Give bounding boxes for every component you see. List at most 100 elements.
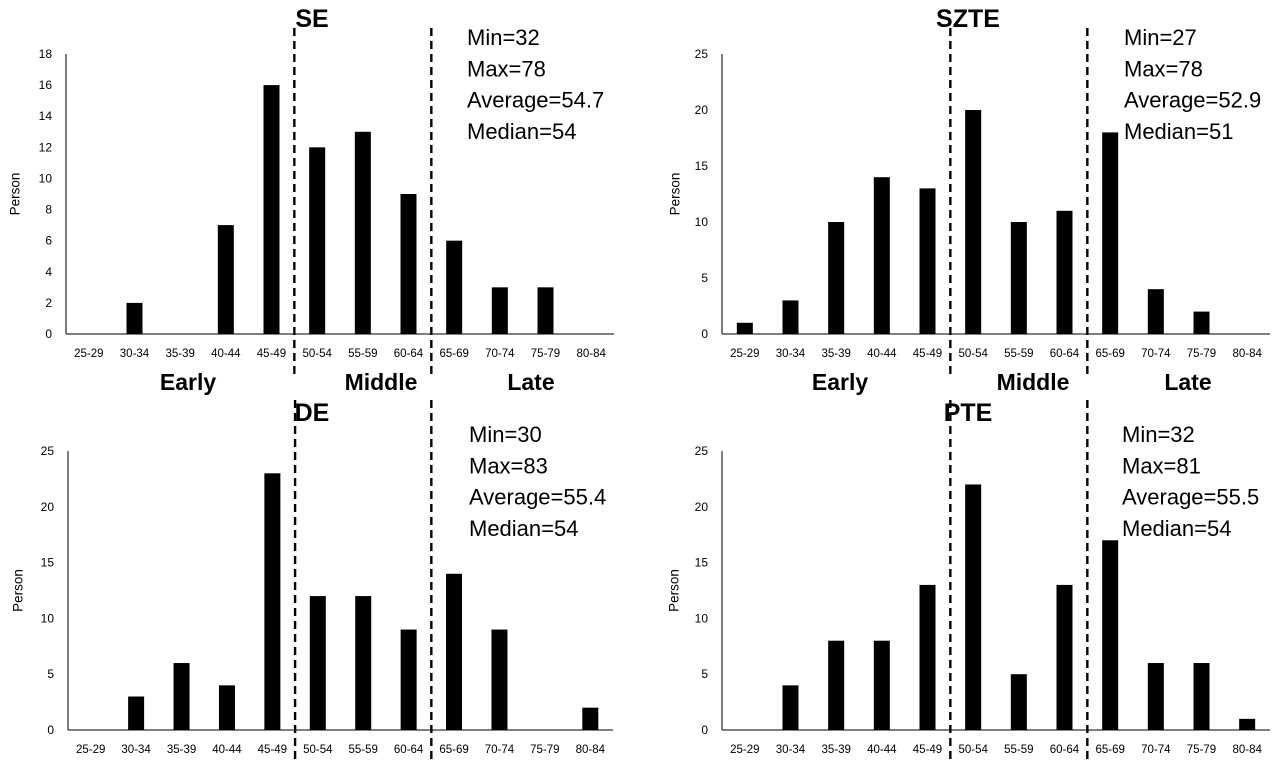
x-tick-label: 40-44 (211, 348, 241, 360)
chart-panel-szte: 0 5 10 15 20 25 Person 25-29 30-34 35-39 40-44 45-4… (668, 5, 1270, 376)
x-tick-label: 55-59 (1004, 348, 1033, 360)
x-tick-label: 60-64 (394, 348, 424, 360)
x-tick-label: 70-74 (1141, 744, 1171, 756)
bar-pte-75-79 (1193, 663, 1210, 730)
y-tick-label: 14 (39, 109, 53, 123)
chart-title: SZTE (936, 5, 1000, 33)
bar-de-60-64 (400, 629, 417, 730)
y-tick-label: 2 (45, 296, 52, 310)
x-tick-label: 50-54 (302, 348, 332, 360)
y-tick-label: 16 (39, 78, 53, 92)
stat-label: Max=78 (467, 56, 546, 81)
stat-label: Min=30 (469, 422, 542, 447)
x-tick-label: 65-69 (439, 348, 468, 360)
phase-label-middle: Middle (345, 369, 418, 395)
x-tick-label: 50-54 (303, 744, 333, 756)
bar-pte-40-44 (873, 640, 890, 730)
x-tick-label: 70-74 (1141, 348, 1171, 360)
bar-de-70-74 (491, 629, 508, 730)
x-tick-label: 35-39 (821, 348, 850, 360)
y-tick-label: 18 (39, 47, 53, 61)
x-tick-label: 40-44 (867, 348, 897, 360)
x-tick-label: 65-69 (439, 744, 468, 756)
y-tick-label: 25 (41, 444, 55, 458)
bar-pte-80-84 (1239, 718, 1256, 730)
y-tick-label: 12 (39, 140, 53, 154)
x-tick-label: 40-44 (867, 744, 897, 756)
bar-se-60-64 (400, 194, 417, 334)
bar-se-75-79 (537, 287, 554, 334)
x-tick-label: 30-34 (121, 744, 151, 756)
x-tick-label: 70-74 (485, 348, 515, 360)
x-tick-label: 50-54 (958, 744, 988, 756)
bar-de-35-39 (173, 663, 190, 730)
bar-pte-30-34 (782, 685, 799, 730)
y-tick-label: 15 (695, 556, 709, 570)
chart-title: SE (295, 5, 328, 33)
bar-szte-60-64 (1056, 210, 1073, 334)
x-tick-label: 45-49 (913, 348, 942, 360)
y-tick-label: 10 (39, 171, 53, 185)
chart-title: PTE (944, 399, 993, 427)
x-tick-label: 75-79 (530, 744, 559, 756)
bar-se-55-59 (354, 131, 371, 334)
x-tick-label: 75-79 (531, 348, 560, 360)
bar-pte-60-64 (1056, 584, 1073, 730)
y-tick-label: 5 (701, 271, 708, 285)
x-tick-label: 65-69 (1095, 744, 1124, 756)
bar-pte-70-74 (1147, 663, 1164, 730)
x-tick-label: 55-59 (348, 348, 377, 360)
y-tick-label: 20 (41, 500, 55, 514)
bar-de-50-54 (309, 596, 326, 730)
stat-label: Min=27 (1124, 25, 1197, 50)
y-axis-title: Person (8, 173, 23, 216)
x-tick-label: 80-84 (576, 348, 606, 360)
bar-szte-75-79 (1193, 311, 1210, 334)
bar-pte-45-49 (919, 584, 936, 730)
y-tick-label: 10 (695, 611, 709, 625)
x-tick-label: 50-54 (958, 348, 988, 360)
stat-label: Average=52.9 (1124, 88, 1261, 113)
x-tick-label: 25-29 (730, 744, 759, 756)
bar-de-65-69 (446, 573, 463, 730)
y-tick-label: 0 (47, 723, 54, 737)
y-tick-label: 10 (695, 215, 709, 229)
phase-label-early: Early (812, 369, 868, 395)
x-tick-label: 30-34 (120, 348, 150, 360)
bar-de-55-59 (355, 596, 372, 730)
stat-label: Min=32 (1122, 422, 1195, 447)
x-tick-label: 35-39 (167, 744, 196, 756)
bar-se-45-49 (263, 85, 280, 334)
y-tick-label: 8 (45, 203, 52, 217)
bar-de-40-44 (218, 685, 235, 730)
bar-se-50-54 (309, 147, 326, 334)
bar-pte-35-39 (828, 640, 845, 730)
x-tick-label: 25-29 (730, 348, 759, 360)
stat-label: Average=55.5 (1122, 485, 1259, 510)
stat-label: Max=83 (469, 453, 548, 478)
bar-szte-30-34 (782, 300, 799, 334)
x-tick-label: 75-79 (1187, 744, 1216, 756)
stat-label: Median=54 (469, 516, 578, 541)
chart-panel-se: 0 2 4 6 8 10 12 14 16 18 Person 25-29 30-34 35-39 40-4… (8, 5, 614, 376)
bar-de-45-49 (264, 473, 281, 730)
x-tick-label: 55-59 (1004, 744, 1033, 756)
bar-se-70-74 (491, 287, 508, 334)
x-tick-label: 65-69 (1095, 348, 1124, 360)
y-axis-title: Person (667, 569, 682, 612)
x-tick-label: 80-84 (576, 744, 606, 756)
x-tick-label: 40-44 (212, 744, 242, 756)
stat-label: Median=54 (467, 119, 576, 144)
y-tick-label: 15 (41, 556, 55, 570)
phase-label-late: Late (507, 369, 554, 395)
y-tick-label: 5 (701, 667, 708, 681)
y-tick-label: 0 (45, 327, 52, 341)
x-tick-label: 30-34 (776, 348, 806, 360)
bar-de-80-84 (582, 707, 599, 730)
bar-se-40-44 (217, 225, 234, 334)
stat-label: Min=32 (467, 25, 540, 50)
x-tick-label: 35-39 (821, 744, 850, 756)
bar-szte-45-49 (919, 188, 936, 334)
x-tick-label: 25-29 (74, 348, 103, 360)
bar-pte-50-54 (965, 484, 982, 730)
